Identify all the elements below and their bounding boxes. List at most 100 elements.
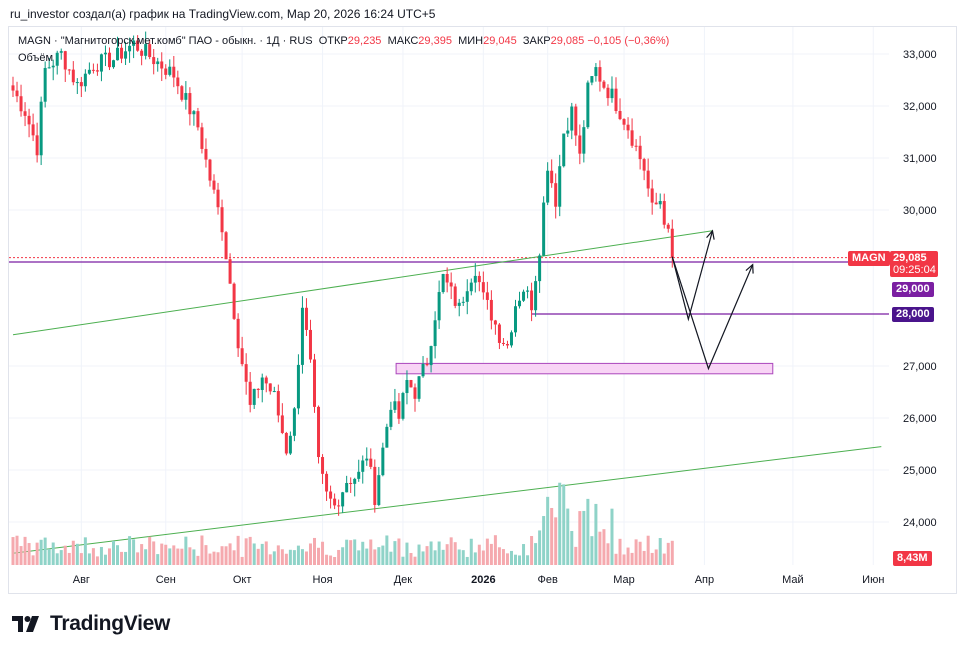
volume-bar bbox=[417, 544, 421, 565]
chart-frame[interactable]: 33,000 32,000 31,000 30,000 27,000 26,000 25,0… bbox=[8, 26, 957, 594]
candle-body bbox=[43, 67, 47, 102]
candle-body bbox=[304, 307, 308, 330]
candle-body bbox=[602, 81, 606, 88]
volume-bar bbox=[337, 549, 341, 565]
x-tick-label: Апр bbox=[695, 574, 714, 586]
volume-bar bbox=[546, 496, 550, 565]
candle-body bbox=[485, 292, 489, 300]
candle-body bbox=[377, 475, 381, 505]
candle-body bbox=[365, 458, 369, 461]
price-chart[interactable]: 33,000 32,000 31,000 30,000 27,000 26,000 25,0… bbox=[9, 27, 956, 593]
y-tick-label: 26,000 bbox=[903, 413, 937, 425]
candle-body bbox=[192, 111, 196, 115]
candle-body bbox=[19, 96, 23, 112]
candle-body bbox=[610, 88, 614, 99]
candle-body bbox=[95, 70, 99, 72]
candle-body bbox=[397, 401, 401, 419]
volume-bar bbox=[204, 545, 208, 565]
candle-body bbox=[646, 170, 650, 189]
candle-body bbox=[208, 159, 212, 181]
volume-bar bbox=[280, 549, 284, 565]
candle-body bbox=[39, 101, 43, 156]
candle-body bbox=[176, 77, 180, 87]
candle-body bbox=[369, 458, 373, 467]
tradingview-logo[interactable]: TradingView bbox=[12, 612, 170, 636]
volume-bar bbox=[530, 536, 534, 565]
volume-bar bbox=[397, 538, 401, 565]
y-tick-label: 25,000 bbox=[903, 465, 937, 477]
candle-body bbox=[112, 60, 115, 68]
volume-bar bbox=[47, 548, 51, 565]
candle-body bbox=[534, 281, 538, 311]
volume-bar bbox=[308, 543, 312, 565]
candle-body bbox=[614, 88, 618, 111]
y-tick-label: 33,000 bbox=[903, 49, 937, 61]
volume-bar bbox=[534, 543, 538, 565]
volume-bar bbox=[140, 544, 144, 565]
candle-body bbox=[280, 415, 284, 433]
candle-body bbox=[200, 127, 204, 149]
volume-bar bbox=[228, 543, 232, 565]
candle-body bbox=[27, 115, 31, 125]
volume-bar bbox=[160, 543, 164, 565]
volume-bar bbox=[646, 535, 650, 565]
volume-bar bbox=[87, 553, 91, 565]
candle-body bbox=[433, 320, 437, 347]
volume-bar bbox=[180, 548, 184, 565]
volume-bar bbox=[437, 541, 441, 565]
candle-body bbox=[453, 286, 457, 306]
candle-body bbox=[292, 408, 296, 436]
volume-bar bbox=[212, 551, 216, 565]
tradingview-logo-icon bbox=[12, 616, 39, 632]
projection-path-lower bbox=[671, 256, 754, 371]
chart-header: ru_investor создал(а) график на TradingV… bbox=[10, 7, 436, 21]
candle-body bbox=[622, 119, 626, 125]
candle-body bbox=[228, 259, 232, 284]
volume-bar bbox=[148, 536, 152, 565]
candle-body bbox=[626, 124, 630, 131]
candle-body bbox=[180, 86, 184, 100]
support-zone bbox=[395, 362, 774, 375]
volume-bar bbox=[449, 537, 453, 565]
legend-high-label: МАКС bbox=[387, 35, 419, 47]
volume-bar bbox=[304, 551, 308, 565]
candle-body bbox=[405, 380, 409, 394]
candle-body bbox=[87, 69, 91, 74]
volume-bar bbox=[244, 538, 248, 565]
candle-body bbox=[349, 482, 353, 484]
candle-body bbox=[469, 282, 473, 292]
volume-bar bbox=[120, 551, 124, 565]
volume-bar bbox=[445, 544, 449, 565]
volume-bar bbox=[325, 554, 329, 565]
candle-body bbox=[481, 282, 485, 293]
candle-body bbox=[493, 320, 497, 325]
volume-bar bbox=[296, 545, 300, 565]
volume-bar bbox=[15, 535, 19, 565]
candle-body bbox=[116, 47, 120, 61]
volume-bar bbox=[317, 547, 321, 565]
candle-body bbox=[417, 376, 421, 399]
candle-body bbox=[329, 491, 333, 499]
volume-bar bbox=[453, 542, 457, 565]
volume-bar bbox=[276, 545, 280, 565]
volume-bar bbox=[168, 548, 172, 565]
chart-legend: MAGN · "Магнитогорск.мет.комб" ПАО - обы… bbox=[18, 35, 669, 47]
y-tick-label: 27,000 bbox=[903, 361, 937, 373]
candle-body bbox=[477, 275, 481, 283]
volume-bar bbox=[188, 547, 192, 565]
candle-body bbox=[514, 306, 517, 333]
candle-body bbox=[558, 166, 562, 207]
candle-body bbox=[518, 300, 522, 307]
volume-bar bbox=[413, 556, 417, 565]
countdown-value: 09:25:04 bbox=[893, 264, 936, 276]
candle-body bbox=[244, 364, 248, 382]
candle-body bbox=[91, 69, 95, 71]
volume-bar bbox=[558, 482, 562, 565]
candle-body bbox=[522, 291, 526, 301]
candle-body bbox=[236, 318, 240, 349]
candle-body bbox=[99, 54, 103, 72]
volume-bar bbox=[405, 542, 409, 565]
candle-body bbox=[530, 290, 534, 311]
x-tick-label: Сен bbox=[156, 574, 176, 586]
volume-bar bbox=[345, 539, 349, 565]
